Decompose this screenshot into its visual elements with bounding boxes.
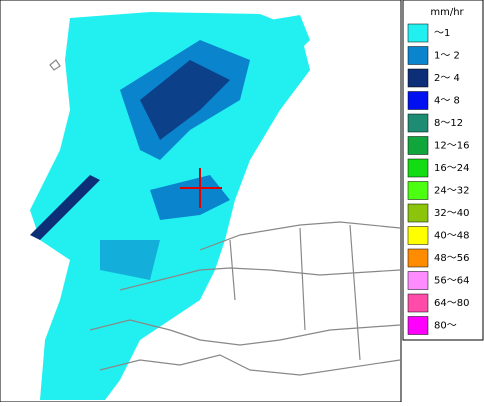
legend-label: 1～ 2 xyxy=(434,51,460,62)
legend-swatch xyxy=(407,23,429,43)
legend-label: 24～32 xyxy=(434,186,469,197)
legend-label: 32～40 xyxy=(434,208,469,219)
legend-swatch xyxy=(407,293,429,313)
legend-swatch xyxy=(407,91,429,110)
coastline xyxy=(49,59,401,376)
legend-swatch xyxy=(407,271,429,290)
legend-label: 4～ 8 xyxy=(434,96,460,107)
rain-area xyxy=(30,12,310,400)
legend-swatch xyxy=(407,136,429,155)
legend-label: ～1 xyxy=(434,28,450,39)
legend-label: 80～ xyxy=(434,321,457,332)
legend-label: 8～12 xyxy=(434,118,463,129)
legend-label: 48～56 xyxy=(434,253,469,264)
legend-swatch xyxy=(407,46,429,65)
legend-label: 12～16 xyxy=(434,141,469,152)
legend-label: 56～64 xyxy=(434,276,469,287)
legend-unit: mm/hr xyxy=(430,7,464,18)
legend-swatch xyxy=(407,226,429,245)
legend-swatch xyxy=(407,203,429,223)
legend-swatch xyxy=(407,68,429,88)
legend-label: 2～ 4 xyxy=(434,73,460,84)
legend-swatch xyxy=(407,248,429,268)
legend-label: 64～80 xyxy=(434,298,469,309)
legend-label: 40～48 xyxy=(434,231,469,242)
location-marker xyxy=(180,168,222,208)
legend-swatch xyxy=(407,181,429,200)
legend-swatch xyxy=(407,316,429,335)
legend-swatch xyxy=(407,158,429,178)
legend-label: 16～24 xyxy=(434,163,469,174)
legend-swatch xyxy=(407,113,429,133)
